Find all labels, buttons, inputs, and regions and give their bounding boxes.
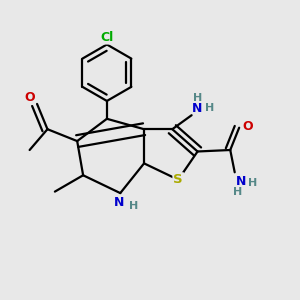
Text: H: H xyxy=(129,200,138,211)
Text: H: H xyxy=(193,93,202,103)
Text: N: N xyxy=(114,196,124,209)
Text: Cl: Cl xyxy=(100,31,113,44)
Text: H: H xyxy=(248,178,257,188)
Text: H: H xyxy=(233,187,242,197)
Text: O: O xyxy=(242,120,253,133)
Text: N: N xyxy=(192,102,203,115)
Text: N: N xyxy=(236,175,247,188)
Text: O: O xyxy=(24,91,35,104)
Text: S: S xyxy=(173,173,183,186)
Text: H: H xyxy=(205,103,214,113)
